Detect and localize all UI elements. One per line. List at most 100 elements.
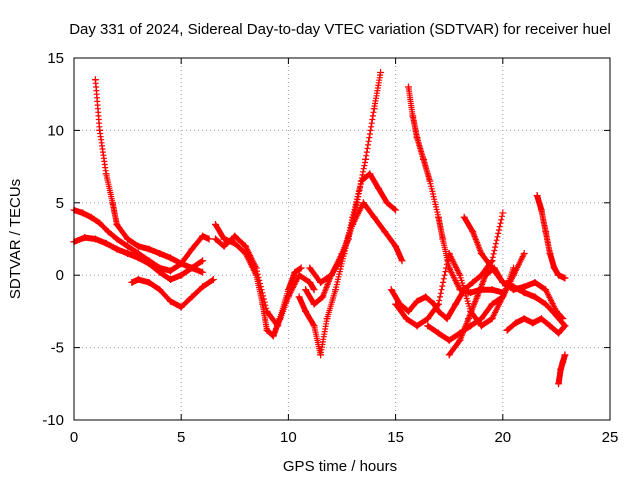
data-point bbox=[404, 83, 412, 91]
y-tick-label: 5 bbox=[56, 195, 64, 212]
data-point bbox=[392, 242, 400, 250]
data-point bbox=[488, 300, 496, 308]
y-tick-label: -5 bbox=[51, 340, 64, 357]
data-point bbox=[302, 307, 310, 315]
data-point bbox=[177, 260, 185, 268]
plot-frame bbox=[73, 57, 611, 421]
data-point bbox=[274, 322, 282, 330]
data-point bbox=[413, 134, 421, 142]
data-point bbox=[177, 303, 185, 311]
data-point bbox=[422, 293, 430, 301]
data-point bbox=[499, 209, 507, 217]
data-point bbox=[359, 199, 367, 207]
data-point bbox=[96, 126, 104, 134]
data-point bbox=[426, 177, 434, 185]
data-point bbox=[469, 228, 477, 236]
data-point bbox=[109, 199, 117, 207]
data-point bbox=[263, 307, 271, 315]
data-point bbox=[439, 235, 447, 243]
x-tick-label: 25 bbox=[602, 429, 619, 446]
data-point bbox=[166, 254, 174, 262]
data-point bbox=[134, 242, 142, 250]
data-point bbox=[434, 300, 442, 308]
data-point bbox=[128, 278, 136, 286]
data-point bbox=[156, 268, 164, 276]
data-point bbox=[542, 228, 550, 236]
data-point bbox=[374, 184, 382, 192]
data-point bbox=[488, 264, 496, 272]
data-point bbox=[529, 319, 537, 327]
data-point bbox=[319, 293, 327, 301]
data-point bbox=[392, 206, 400, 214]
data-point bbox=[409, 112, 417, 120]
data-point bbox=[404, 307, 412, 315]
data-point bbox=[434, 329, 442, 337]
data-point bbox=[561, 322, 569, 330]
data-point bbox=[166, 297, 174, 305]
data-point bbox=[499, 278, 507, 286]
data-point bbox=[434, 307, 442, 315]
data-point bbox=[338, 249, 346, 257]
data-point bbox=[531, 278, 539, 286]
data-point bbox=[310, 322, 318, 330]
y-tick-label: 0 bbox=[56, 267, 64, 284]
data-point bbox=[209, 276, 217, 284]
data-point bbox=[559, 358, 567, 366]
data-point bbox=[419, 155, 427, 163]
plot-marks bbox=[70, 68, 569, 388]
y-tick-label: 15 bbox=[47, 50, 64, 67]
data-point bbox=[188, 264, 196, 272]
data-point bbox=[113, 235, 121, 243]
data-point bbox=[252, 264, 260, 272]
data-point bbox=[555, 271, 563, 279]
data-point bbox=[456, 271, 464, 279]
data-point bbox=[242, 242, 250, 250]
data-point bbox=[212, 235, 220, 243]
data-point bbox=[306, 264, 314, 272]
data-point bbox=[488, 286, 496, 294]
data-point bbox=[456, 336, 464, 344]
data-point bbox=[402, 315, 410, 323]
data-point bbox=[124, 242, 132, 250]
data-point bbox=[460, 213, 468, 221]
data-point bbox=[353, 199, 361, 207]
data-point bbox=[370, 213, 378, 221]
data-point bbox=[231, 232, 239, 240]
y-tick-labels: -10 -5 0 5 10 15 bbox=[42, 50, 64, 429]
data-point bbox=[220, 242, 228, 250]
data-point bbox=[383, 199, 391, 207]
data-point bbox=[512, 319, 520, 327]
data-point bbox=[349, 221, 357, 229]
data-point bbox=[113, 221, 121, 229]
data-point bbox=[263, 326, 271, 334]
series-arc-o bbox=[460, 213, 569, 330]
data-point bbox=[542, 300, 550, 308]
data-point bbox=[488, 315, 496, 323]
data-point bbox=[81, 234, 89, 242]
data-point bbox=[537, 315, 545, 323]
data-point bbox=[220, 235, 228, 243]
series-arc-q bbox=[533, 192, 569, 282]
data-point bbox=[413, 297, 421, 305]
chart-title: Day 331 of 2024, Sidereal Day-to-day VTE… bbox=[69, 21, 611, 38]
data-point bbox=[145, 245, 153, 253]
data-point bbox=[510, 283, 518, 291]
series-arc-f bbox=[212, 232, 318, 330]
series-arc-c bbox=[91, 76, 207, 276]
data-point bbox=[537, 206, 545, 214]
data-point bbox=[477, 315, 485, 323]
series-arc-d bbox=[128, 276, 217, 311]
data-point bbox=[464, 315, 472, 323]
data-point bbox=[327, 271, 335, 279]
data-point bbox=[473, 293, 481, 301]
data-point bbox=[488, 257, 496, 265]
data-point bbox=[561, 351, 569, 359]
data-point bbox=[531, 293, 539, 301]
data-point bbox=[377, 68, 385, 76]
data-point bbox=[332, 286, 340, 294]
data-point bbox=[295, 293, 303, 301]
data-point bbox=[317, 351, 325, 359]
x-tick-label: 10 bbox=[280, 429, 297, 446]
data-point bbox=[124, 249, 132, 257]
